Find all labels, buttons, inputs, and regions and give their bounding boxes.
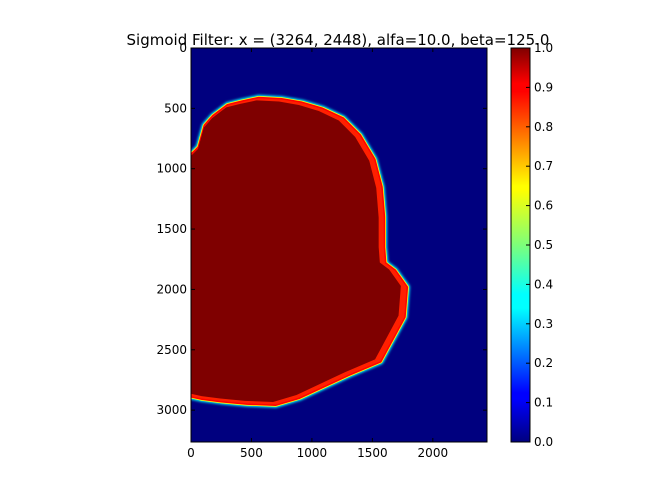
colorbar-gradient bbox=[511, 48, 530, 442]
colorbar-tick-label: 0.5 bbox=[534, 238, 553, 252]
x-tick-label: 500 bbox=[240, 446, 263, 460]
x-tick-label: 1000 bbox=[297, 446, 328, 460]
colorbar-tick-label: 0.6 bbox=[534, 199, 553, 213]
colorbar-tick-label: 0.7 bbox=[534, 159, 553, 173]
y-tick-label: 2500 bbox=[156, 343, 187, 357]
colorbar: 0.0 0.1 0.2 0.3 0.4 0.5 0.6 0.7 0.8 0.9 1.0 bbox=[510, 41, 553, 449]
y-tick-label: 2000 bbox=[156, 282, 187, 296]
colorbar-tick-label: 0.2 bbox=[534, 356, 553, 370]
colorbar-tick-label: 0.4 bbox=[534, 277, 553, 291]
y-tick-label: 500 bbox=[164, 101, 187, 115]
region-layer bbox=[191, 95, 410, 408]
plot-frame bbox=[190, 47, 488, 443]
colorbar-tick-label: 0.1 bbox=[534, 396, 553, 410]
colorbar-tick-label: 0.3 bbox=[534, 317, 553, 331]
y-tick-label: 0 bbox=[179, 41, 187, 55]
colorbar-ticks: 0.0 0.1 0.2 0.3 0.4 0.5 0.6 0.7 0.8 0.9 1.0 bbox=[526, 41, 553, 449]
chart-title: Sigmoid Filter: x = (3264, 2448), alfa=1… bbox=[127, 31, 550, 49]
colorbar-tick-label: 0.9 bbox=[534, 80, 553, 94]
y-tick-label: 3000 bbox=[156, 403, 187, 417]
x-axis: 0 500 1000 1500 2000 bbox=[187, 48, 448, 460]
x-tick-label: 1500 bbox=[357, 446, 388, 460]
y-tick-label: 1500 bbox=[156, 222, 187, 236]
colorbar-tick-label: 1.0 bbox=[534, 41, 553, 55]
region-fill bbox=[191, 100, 401, 402]
colorbar-tick-label: 0.8 bbox=[534, 120, 553, 134]
x-tick-label: 0 bbox=[187, 446, 195, 460]
x-tick-label: 2000 bbox=[418, 446, 449, 460]
colorbar-tick-label: 0.0 bbox=[534, 435, 553, 449]
plot-area bbox=[191, 48, 487, 442]
y-tick-label: 1000 bbox=[156, 162, 187, 176]
y-axis: 0 500 1000 1500 2000 2500 3000 bbox=[156, 41, 487, 417]
